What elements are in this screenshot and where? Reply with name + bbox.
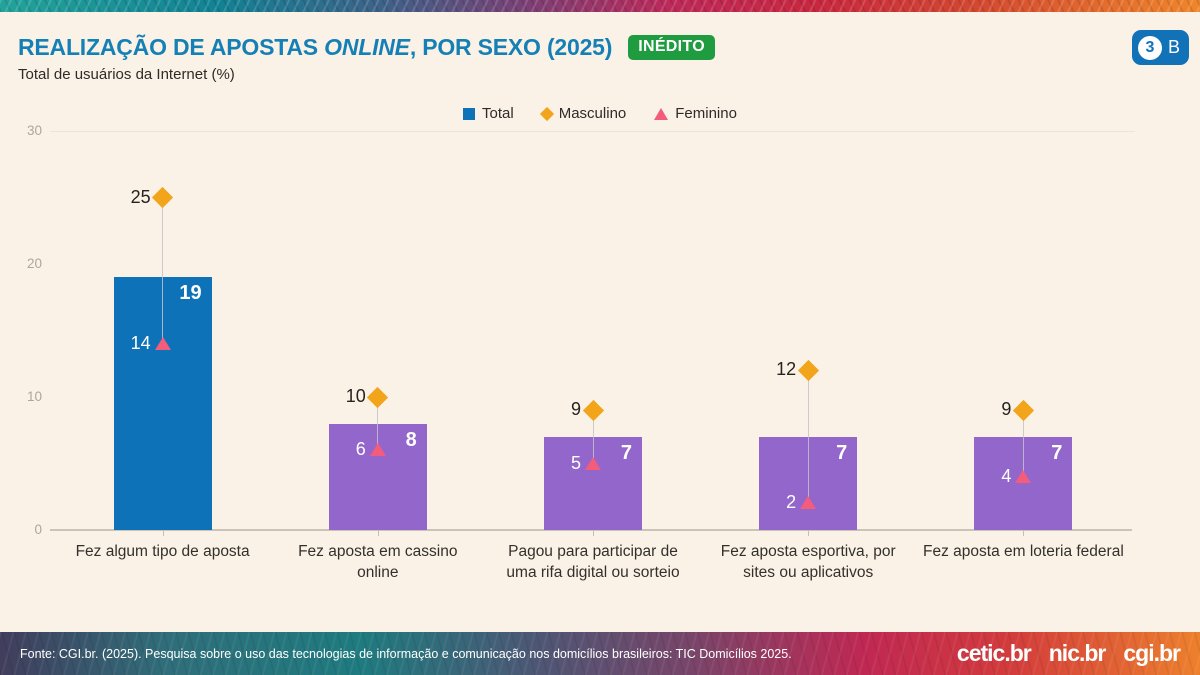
category-label: Fez aposta em loteria federal xyxy=(923,543,1124,560)
legend-label-feminino: Feminino xyxy=(675,105,737,122)
feminino-value-label: 14 xyxy=(130,332,151,353)
masculino-marker xyxy=(151,186,174,209)
range-connector-line xyxy=(1022,414,1024,475)
y-axis-tick-label: 30 xyxy=(26,123,42,138)
total-value-label: 7 xyxy=(620,441,632,464)
masculino-marker xyxy=(367,386,389,408)
feminino-value-label: 6 xyxy=(355,439,366,460)
feminino-marker xyxy=(800,496,817,510)
feminino-value-label: 5 xyxy=(570,452,581,473)
page-title-pre: REALIZAÇÃO DE APOSTAS xyxy=(18,34,325,60)
slide-number-badge: 3 B xyxy=(1132,30,1189,65)
total-value-label: 19 xyxy=(179,282,202,305)
masculino-marker xyxy=(582,399,604,421)
page-title-italic: ONLINE xyxy=(324,34,410,60)
range-connector-line xyxy=(592,414,594,462)
masculino-marker xyxy=(797,359,819,381)
feminino-marker xyxy=(585,456,601,470)
range-connector-line xyxy=(377,401,379,449)
masculino-value-label: 9 xyxy=(1001,399,1012,420)
ceticbr-logo: cetic.br xyxy=(956,640,1032,666)
feminino-value-label: 4 xyxy=(1001,465,1012,486)
x-axis-tick xyxy=(593,531,594,536)
masculino-value-label: 12 xyxy=(776,359,797,380)
category-label: Pagou para participar de uma rifa digita… xyxy=(506,543,680,582)
legend-label-masculino: Masculino xyxy=(558,105,627,122)
total-square-icon xyxy=(463,107,476,120)
total-value-label: 7 xyxy=(836,441,848,464)
total-value-label: 8 xyxy=(405,428,417,451)
x-axis-tick xyxy=(1023,531,1025,536)
page-title: REALIZAÇÃO DE APOSTAS ONLINE, POR SEXO (… xyxy=(18,34,612,61)
y-axis-tick-label: 20 xyxy=(26,256,42,271)
decorative-top-strip xyxy=(0,0,1200,12)
footer: Fonte: CGI.br. (2025). Pesquisa sobre o … xyxy=(0,632,1200,675)
category-label: Fez aposta em cassino online xyxy=(298,543,458,582)
feminino-marker xyxy=(369,443,386,457)
feminino-marker xyxy=(154,336,171,350)
header: REALIZAÇÃO DE APOSTAS ONLINE, POR SEXO (… xyxy=(18,34,715,83)
legend-item-feminino: Feminino xyxy=(654,105,737,122)
source-note: Fonte: CGI.br. (2025). Pesquisa sobre o … xyxy=(20,646,792,661)
chart-subtitle: Total de usuários da Internet (%) xyxy=(18,66,235,83)
x-axis-tick xyxy=(162,531,164,536)
nicbr-logo: nic.br xyxy=(1048,640,1107,666)
category-label: Fez aposta esportiva, por sites ou aplic… xyxy=(720,543,896,582)
inedito-badge: INÉDITO xyxy=(628,35,715,60)
gridline-top xyxy=(50,131,1135,132)
masculino-marker xyxy=(1012,399,1034,421)
legend-label-total: Total xyxy=(482,105,514,122)
feminino-marker xyxy=(1015,469,1032,483)
x-axis-line xyxy=(50,529,1132,531)
masculino-value-label: 10 xyxy=(345,386,366,406)
legend-item-total: Total xyxy=(463,105,514,122)
footer-logos: cetic.br nic.br cgi.br xyxy=(956,640,1181,667)
y-axis-tick-label: 0 xyxy=(34,522,42,537)
x-axis-tick xyxy=(377,531,379,536)
masculino-value-label: 25 xyxy=(130,186,151,207)
feminino-value-label: 2 xyxy=(786,492,797,513)
cgibr-logo: cgi.br xyxy=(1123,640,1181,666)
legend: Total Masculino Feminino xyxy=(0,105,1200,122)
feminino-triangle-icon xyxy=(654,107,669,120)
total-value-label: 7 xyxy=(1051,441,1063,464)
x-axis-tick xyxy=(808,531,810,536)
slide-letter: B xyxy=(1168,37,1181,57)
page-title-post: , POR SEXO (2025) xyxy=(409,34,613,60)
range-connector-line xyxy=(162,201,164,342)
slide-number: 3 xyxy=(1138,35,1162,60)
masculino-value-label: 9 xyxy=(570,399,581,420)
y-axis-tick-label: 10 xyxy=(26,389,42,404)
legend-item-masculino: Masculino xyxy=(539,105,627,122)
range-connector-line xyxy=(807,374,809,502)
category-label: Fez algum tipo de aposta xyxy=(75,543,250,560)
